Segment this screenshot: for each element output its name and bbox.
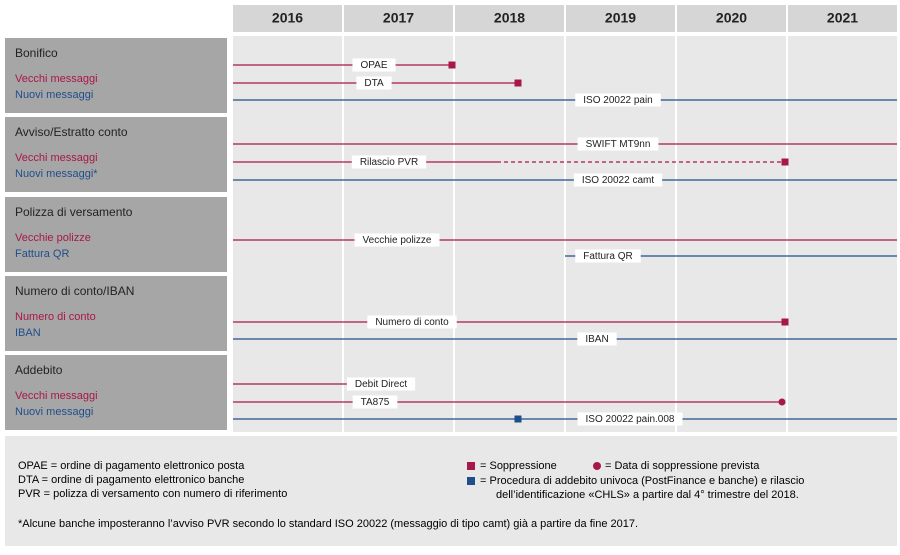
year-label: 2020 — [716, 10, 747, 26]
line-label-box — [575, 93, 661, 107]
marker-square — [781, 158, 789, 166]
line-label-box — [352, 58, 396, 72]
legend: OPAE = ordine di pagamento elettronico p… — [18, 460, 804, 530]
section-panel — [5, 117, 227, 192]
year-label: 2018 — [494, 10, 525, 26]
line-label: Fattura QR — [583, 251, 632, 262]
line-label: DTA — [364, 78, 384, 89]
line-label: ISO 20022 pain — [583, 95, 653, 106]
legend-background — [5, 436, 897, 546]
section-item: IBAN — [15, 327, 41, 339]
line-label-box — [367, 315, 457, 329]
legend-abbreviation: OPAE = ordine di pagamento elettronico p… — [18, 460, 245, 472]
section-item: Nuovi messaggi* — [15, 168, 98, 180]
line-label: Debit Direct — [355, 379, 407, 390]
year-header — [344, 5, 453, 32]
section-item: Vecchi messaggi — [15, 152, 98, 164]
marker-square — [514, 415, 522, 423]
line-label: SWIFT MT9nn — [586, 139, 651, 150]
line-label-box — [351, 155, 427, 169]
legend-symbol: = Data di soppressione prevista — [605, 460, 760, 472]
line-label-box — [352, 395, 398, 409]
section-title: Addebito — [15, 363, 63, 377]
legend-abbreviation: DTA = ordine di pagamento elettronico ba… — [18, 474, 244, 486]
line-label: TA875 — [361, 397, 390, 408]
line-label-box — [577, 137, 659, 151]
line-label-box — [575, 249, 641, 263]
year-header — [788, 5, 897, 32]
line-label-box — [346, 377, 416, 391]
section-item: Vecchi messaggi — [15, 390, 98, 402]
footnote: *Alcune banche imposteranno l’avviso PVR… — [18, 518, 638, 530]
line-label-box — [573, 173, 663, 187]
section-panel — [5, 276, 227, 351]
line-label-box — [577, 412, 683, 426]
year-label: 2019 — [605, 10, 636, 26]
marker-square — [781, 318, 789, 326]
marker-square — [448, 61, 456, 69]
line-label: ISO 20022 pain.008 — [586, 414, 675, 425]
line-label: IBAN — [585, 334, 608, 345]
line-label: Vecchie polizze — [363, 235, 432, 246]
line-label: OPAE — [360, 60, 387, 71]
line-label: ISO 20022 camt — [582, 175, 654, 186]
section-item: Fattura QR — [15, 248, 69, 260]
legend-square-red — [467, 462, 475, 470]
line-label: Rilascio PVR — [360, 157, 418, 168]
section-item: Vecchi messaggi — [15, 73, 98, 85]
legend-symbol: = Soppressione — [480, 460, 557, 472]
section-item: Nuovi messaggi — [15, 406, 93, 418]
legend-circle-red — [593, 462, 601, 470]
section-title: Bonifico — [15, 46, 58, 60]
line-label-box — [354, 233, 440, 247]
legend-abbreviation: PVR = polizza di versamento con numero d… — [18, 488, 287, 500]
line-label-box — [577, 332, 617, 346]
section-item: Nuovi messaggi — [15, 89, 93, 101]
section-panel — [5, 355, 227, 430]
year-label: 2021 — [827, 10, 858, 26]
year-header — [455, 5, 564, 32]
year-header — [233, 5, 342, 32]
line-label: Numero di conto — [375, 317, 449, 328]
section-item: Vecchie polizze — [15, 232, 91, 244]
legend-square-blue — [467, 477, 475, 485]
year-header — [677, 5, 786, 32]
year-header — [566, 5, 675, 32]
section-title: Avviso/Estratto conto — [15, 125, 128, 139]
marker-circle — [778, 398, 786, 406]
section-panel — [5, 38, 227, 113]
year-label: 2016 — [272, 10, 303, 26]
section-title: Polizza di versamento — [15, 205, 133, 219]
legend-symbol: = Procedura di addebito univoca (PostFin… — [480, 475, 804, 487]
marker-square — [514, 79, 522, 87]
section-title: Numero di conto/IBAN — [15, 284, 134, 298]
legend-symbol: dell’identificazione «CHLS» a partire da… — [496, 489, 799, 501]
year-label: 2017 — [383, 10, 414, 26]
line-label-box — [356, 76, 392, 90]
section-item: Numero di conto — [15, 311, 96, 323]
section-panel — [5, 197, 227, 272]
